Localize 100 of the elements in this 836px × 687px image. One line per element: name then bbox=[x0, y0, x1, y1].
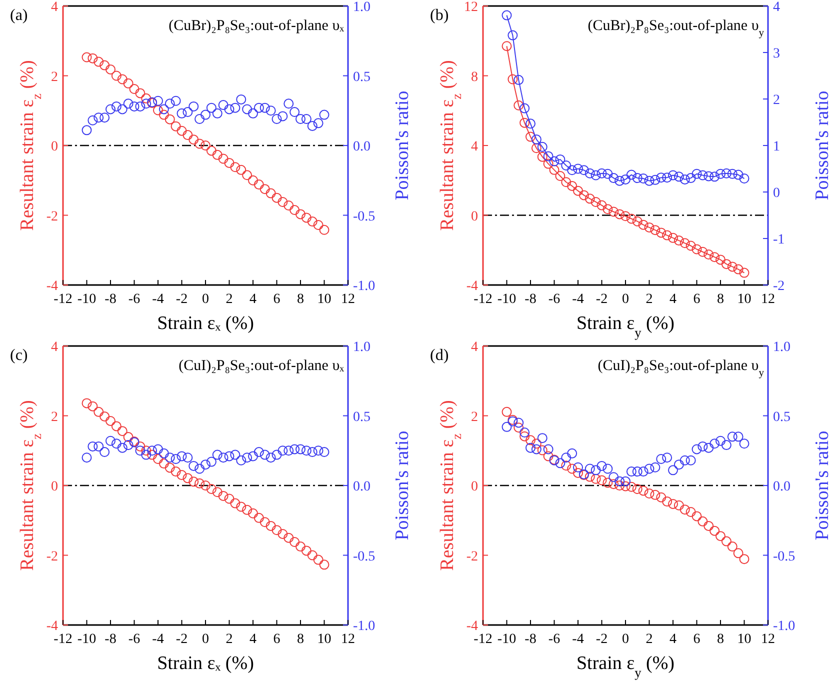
point bbox=[692, 244, 702, 254]
text: (a) bbox=[10, 7, 28, 24]
point bbox=[88, 401, 98, 412]
point bbox=[296, 209, 306, 220]
x-tick-label: -2 bbox=[596, 632, 608, 647]
point bbox=[224, 158, 234, 168]
point bbox=[158, 104, 169, 114]
point bbox=[290, 205, 300, 216]
point bbox=[296, 114, 306, 124]
x-tick-label: -10 bbox=[77, 632, 96, 647]
x-axis-title: Strain εₓ (%) bbox=[157, 313, 254, 334]
point bbox=[94, 112, 104, 123]
point bbox=[596, 475, 607, 486]
point bbox=[230, 450, 240, 460]
point bbox=[514, 422, 524, 433]
point bbox=[260, 517, 270, 528]
point bbox=[526, 442, 536, 453]
point bbox=[561, 452, 572, 463]
point bbox=[290, 444, 300, 454]
point bbox=[543, 444, 554, 454]
x-tick-label: 4 bbox=[250, 292, 256, 307]
point bbox=[602, 204, 613, 214]
point bbox=[668, 232, 678, 243]
point bbox=[656, 172, 666, 183]
y-tick-label: 2 bbox=[51, 70, 58, 85]
point bbox=[644, 222, 654, 232]
point bbox=[632, 466, 642, 477]
point bbox=[230, 102, 240, 113]
x-tick-label: -8 bbox=[104, 292, 116, 307]
point bbox=[656, 228, 666, 238]
point bbox=[614, 209, 625, 220]
point bbox=[733, 264, 744, 274]
point bbox=[296, 444, 306, 454]
point bbox=[668, 170, 678, 180]
x-axis-title: Strain εₓ (%) bbox=[157, 653, 254, 674]
point bbox=[602, 168, 613, 179]
point bbox=[584, 472, 595, 482]
point bbox=[176, 470, 187, 480]
point bbox=[520, 103, 530, 114]
point bbox=[188, 460, 199, 471]
point bbox=[704, 249, 714, 260]
point bbox=[176, 126, 187, 136]
point bbox=[704, 442, 714, 453]
point bbox=[200, 140, 210, 150]
point bbox=[662, 230, 672, 240]
point bbox=[88, 115, 98, 126]
point bbox=[620, 211, 630, 222]
point bbox=[129, 101, 140, 112]
x-tick-label: -10 bbox=[77, 292, 96, 307]
y-tick-label: -4 bbox=[46, 619, 58, 634]
point bbox=[508, 74, 518, 84]
x-tick-label: -4 bbox=[152, 632, 164, 647]
point bbox=[543, 451, 554, 462]
y-tick-label: 4 bbox=[51, 340, 58, 355]
x-tick-label: 8 bbox=[297, 632, 304, 647]
point bbox=[650, 462, 660, 472]
point bbox=[129, 84, 140, 94]
y2-tick-label: -2 bbox=[773, 279, 785, 294]
point bbox=[578, 165, 589, 176]
point bbox=[290, 536, 300, 547]
point bbox=[158, 458, 169, 469]
point bbox=[236, 455, 246, 466]
y-tick-label: -2 bbox=[466, 549, 478, 564]
point bbox=[531, 143, 542, 154]
point bbox=[153, 96, 163, 106]
point bbox=[212, 150, 222, 160]
point bbox=[141, 93, 152, 104]
point bbox=[200, 110, 210, 120]
point bbox=[537, 433, 548, 444]
point bbox=[301, 446, 312, 456]
point bbox=[147, 450, 158, 460]
x-tick-label: -12 bbox=[474, 632, 492, 647]
point bbox=[307, 550, 318, 560]
point bbox=[608, 173, 619, 184]
x-tick-label: -4 bbox=[572, 632, 584, 647]
y2-tick-label: 4 bbox=[773, 0, 780, 15]
point bbox=[117, 104, 128, 114]
y-tick-label: 12 bbox=[464, 0, 478, 15]
point bbox=[698, 516, 708, 526]
point bbox=[638, 486, 648, 496]
point bbox=[313, 446, 324, 456]
point bbox=[260, 450, 270, 460]
x-tick-label: -12 bbox=[474, 292, 492, 307]
point bbox=[584, 194, 595, 204]
point bbox=[123, 78, 134, 88]
point bbox=[248, 175, 258, 186]
point bbox=[692, 444, 702, 454]
point bbox=[620, 476, 630, 486]
point bbox=[194, 138, 205, 149]
y2-tick-label: 1.0 bbox=[353, 0, 370, 15]
point bbox=[638, 466, 648, 477]
point bbox=[236, 164, 246, 175]
point bbox=[584, 168, 595, 178]
point bbox=[111, 421, 122, 432]
point bbox=[721, 259, 732, 270]
x-tick-label: 10 bbox=[317, 632, 332, 647]
point bbox=[573, 164, 583, 174]
y2-axis-title: Poisson's ratio bbox=[392, 90, 413, 200]
point bbox=[662, 452, 672, 463]
point bbox=[272, 450, 282, 460]
